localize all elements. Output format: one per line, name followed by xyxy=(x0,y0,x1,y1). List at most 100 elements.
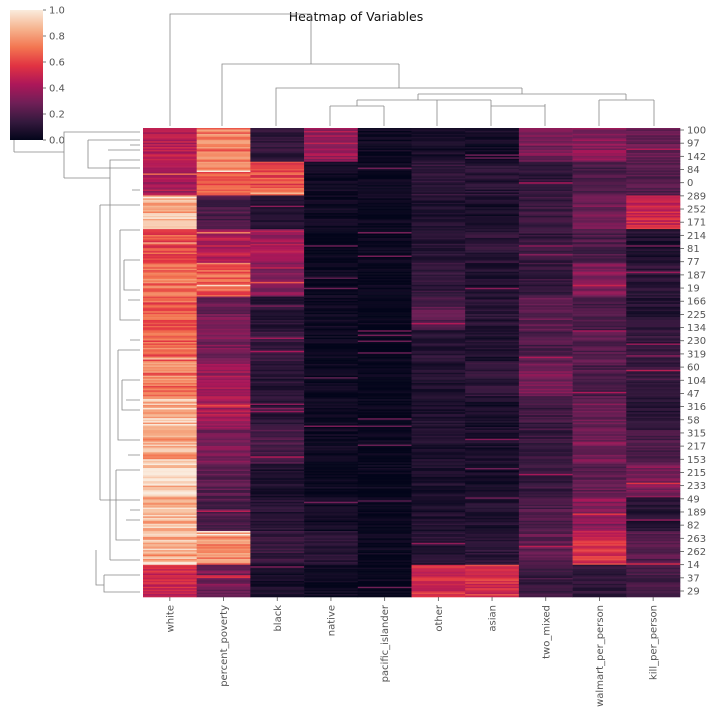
heatmap-cell xyxy=(143,158,197,161)
heatmap-cell xyxy=(304,381,359,384)
heatmap-cell xyxy=(143,504,197,507)
heatmap-cell xyxy=(626,503,681,505)
heatmap-cell xyxy=(626,434,681,437)
heatmap-cell xyxy=(304,482,359,485)
heatmap-cell xyxy=(465,193,520,196)
heatmap-cell xyxy=(518,328,573,331)
heatmap-cell xyxy=(143,444,197,447)
heatmap-cell xyxy=(143,208,197,211)
heatmap-cell xyxy=(304,202,359,205)
heatmap-cell xyxy=(143,344,197,347)
heatmap-column-walmart_per_person xyxy=(572,128,627,598)
heatmap-cell xyxy=(626,470,681,473)
heatmap-cell xyxy=(626,441,681,444)
heatmap-cell xyxy=(304,488,359,491)
heatmap-cell xyxy=(196,421,251,423)
heatmap-cell xyxy=(196,237,251,240)
heatmap-cell xyxy=(518,268,573,271)
heatmap-cell xyxy=(518,529,573,532)
heatmap-cell xyxy=(250,314,305,316)
heatmap-cell xyxy=(518,402,573,404)
heatmap-cell xyxy=(518,453,573,456)
heatmap-cell xyxy=(572,444,627,447)
heatmap-cell xyxy=(250,204,305,206)
heatmap-cell xyxy=(304,193,359,196)
heatmap-cell xyxy=(196,465,251,467)
heatmap-cell xyxy=(143,491,197,494)
heatmap-cell xyxy=(357,444,412,447)
heatmap-cell xyxy=(465,202,520,205)
heatmap-cell xyxy=(518,594,573,596)
heatmap-cell xyxy=(518,415,573,418)
heatmap-cell xyxy=(518,284,573,287)
heatmap-cell xyxy=(357,152,412,155)
heatmap-cell xyxy=(357,569,412,571)
heatmap-cell xyxy=(196,188,251,190)
heatmap-cell xyxy=(411,576,466,579)
heatmap-cell xyxy=(143,488,197,491)
heatmap-cell xyxy=(411,201,466,204)
heatmap-cell xyxy=(411,459,466,461)
heatmap-cell xyxy=(518,195,573,198)
heatmap-cell xyxy=(143,295,197,297)
heatmap-cell xyxy=(357,413,412,416)
heatmap-cell xyxy=(143,378,197,381)
heatmap-cell xyxy=(357,519,412,522)
heatmap-cell xyxy=(357,426,412,429)
heatmap-cell xyxy=(572,232,627,234)
heatmap-cell xyxy=(465,588,520,590)
heatmap-cell xyxy=(518,422,573,425)
heatmap-cell xyxy=(572,195,627,198)
heatmap-cell xyxy=(143,224,197,227)
heatmap-cell xyxy=(357,191,412,193)
heatmap-cell xyxy=(465,407,520,410)
heatmap-cell xyxy=(411,451,466,454)
heatmap-cell xyxy=(357,469,412,472)
heatmap-cell xyxy=(411,548,466,551)
heatmap-cell xyxy=(465,570,520,573)
heatmap-cell xyxy=(143,278,197,281)
heatmap-cell xyxy=(572,575,627,577)
heatmap-cell xyxy=(626,306,681,309)
heatmap-cell xyxy=(304,501,359,504)
heatmap-cell xyxy=(626,278,681,281)
heatmap-cell xyxy=(465,523,520,526)
heatmap-cell xyxy=(465,255,520,258)
heatmap-cell xyxy=(572,422,627,425)
heatmap-cell xyxy=(304,402,359,404)
heatmap-cell xyxy=(357,440,412,442)
heatmap-cell xyxy=(250,583,305,586)
heatmap-cell xyxy=(304,352,359,355)
heatmap-cell xyxy=(250,472,305,475)
heatmap-cell xyxy=(143,450,197,453)
heatmap-cell xyxy=(626,405,681,407)
heatmap-cell xyxy=(518,298,573,300)
heatmap-cell xyxy=(304,186,359,189)
heatmap-cell xyxy=(626,475,681,478)
heatmap-cell xyxy=(196,201,251,204)
heatmap-cell xyxy=(357,215,412,218)
heatmap-cell xyxy=(626,390,681,393)
heatmap-cell xyxy=(518,507,573,510)
heatmap-cell xyxy=(518,331,573,334)
heatmap-cell xyxy=(304,167,359,170)
heatmap-cell xyxy=(357,366,412,369)
heatmap-cell xyxy=(250,350,305,353)
heatmap-cell xyxy=(465,473,520,476)
heatmap-cell xyxy=(626,535,681,538)
heatmap-cell xyxy=(250,210,305,212)
heatmap-cell xyxy=(411,185,466,187)
heatmap-cell xyxy=(196,536,251,539)
heatmap-cell xyxy=(465,221,520,224)
heatmap-cell xyxy=(465,176,520,179)
heatmap-cell xyxy=(304,437,359,440)
heatmap-cell xyxy=(572,460,627,463)
heatmap-cell xyxy=(196,177,251,180)
heatmap-cell xyxy=(626,511,681,514)
heatmap-cell xyxy=(143,312,197,315)
heatmap-cell xyxy=(357,425,412,428)
heatmap-cell xyxy=(250,517,305,520)
heatmap-cell xyxy=(250,171,305,174)
heatmap-cell xyxy=(143,424,197,426)
heatmap-cell xyxy=(411,551,466,554)
